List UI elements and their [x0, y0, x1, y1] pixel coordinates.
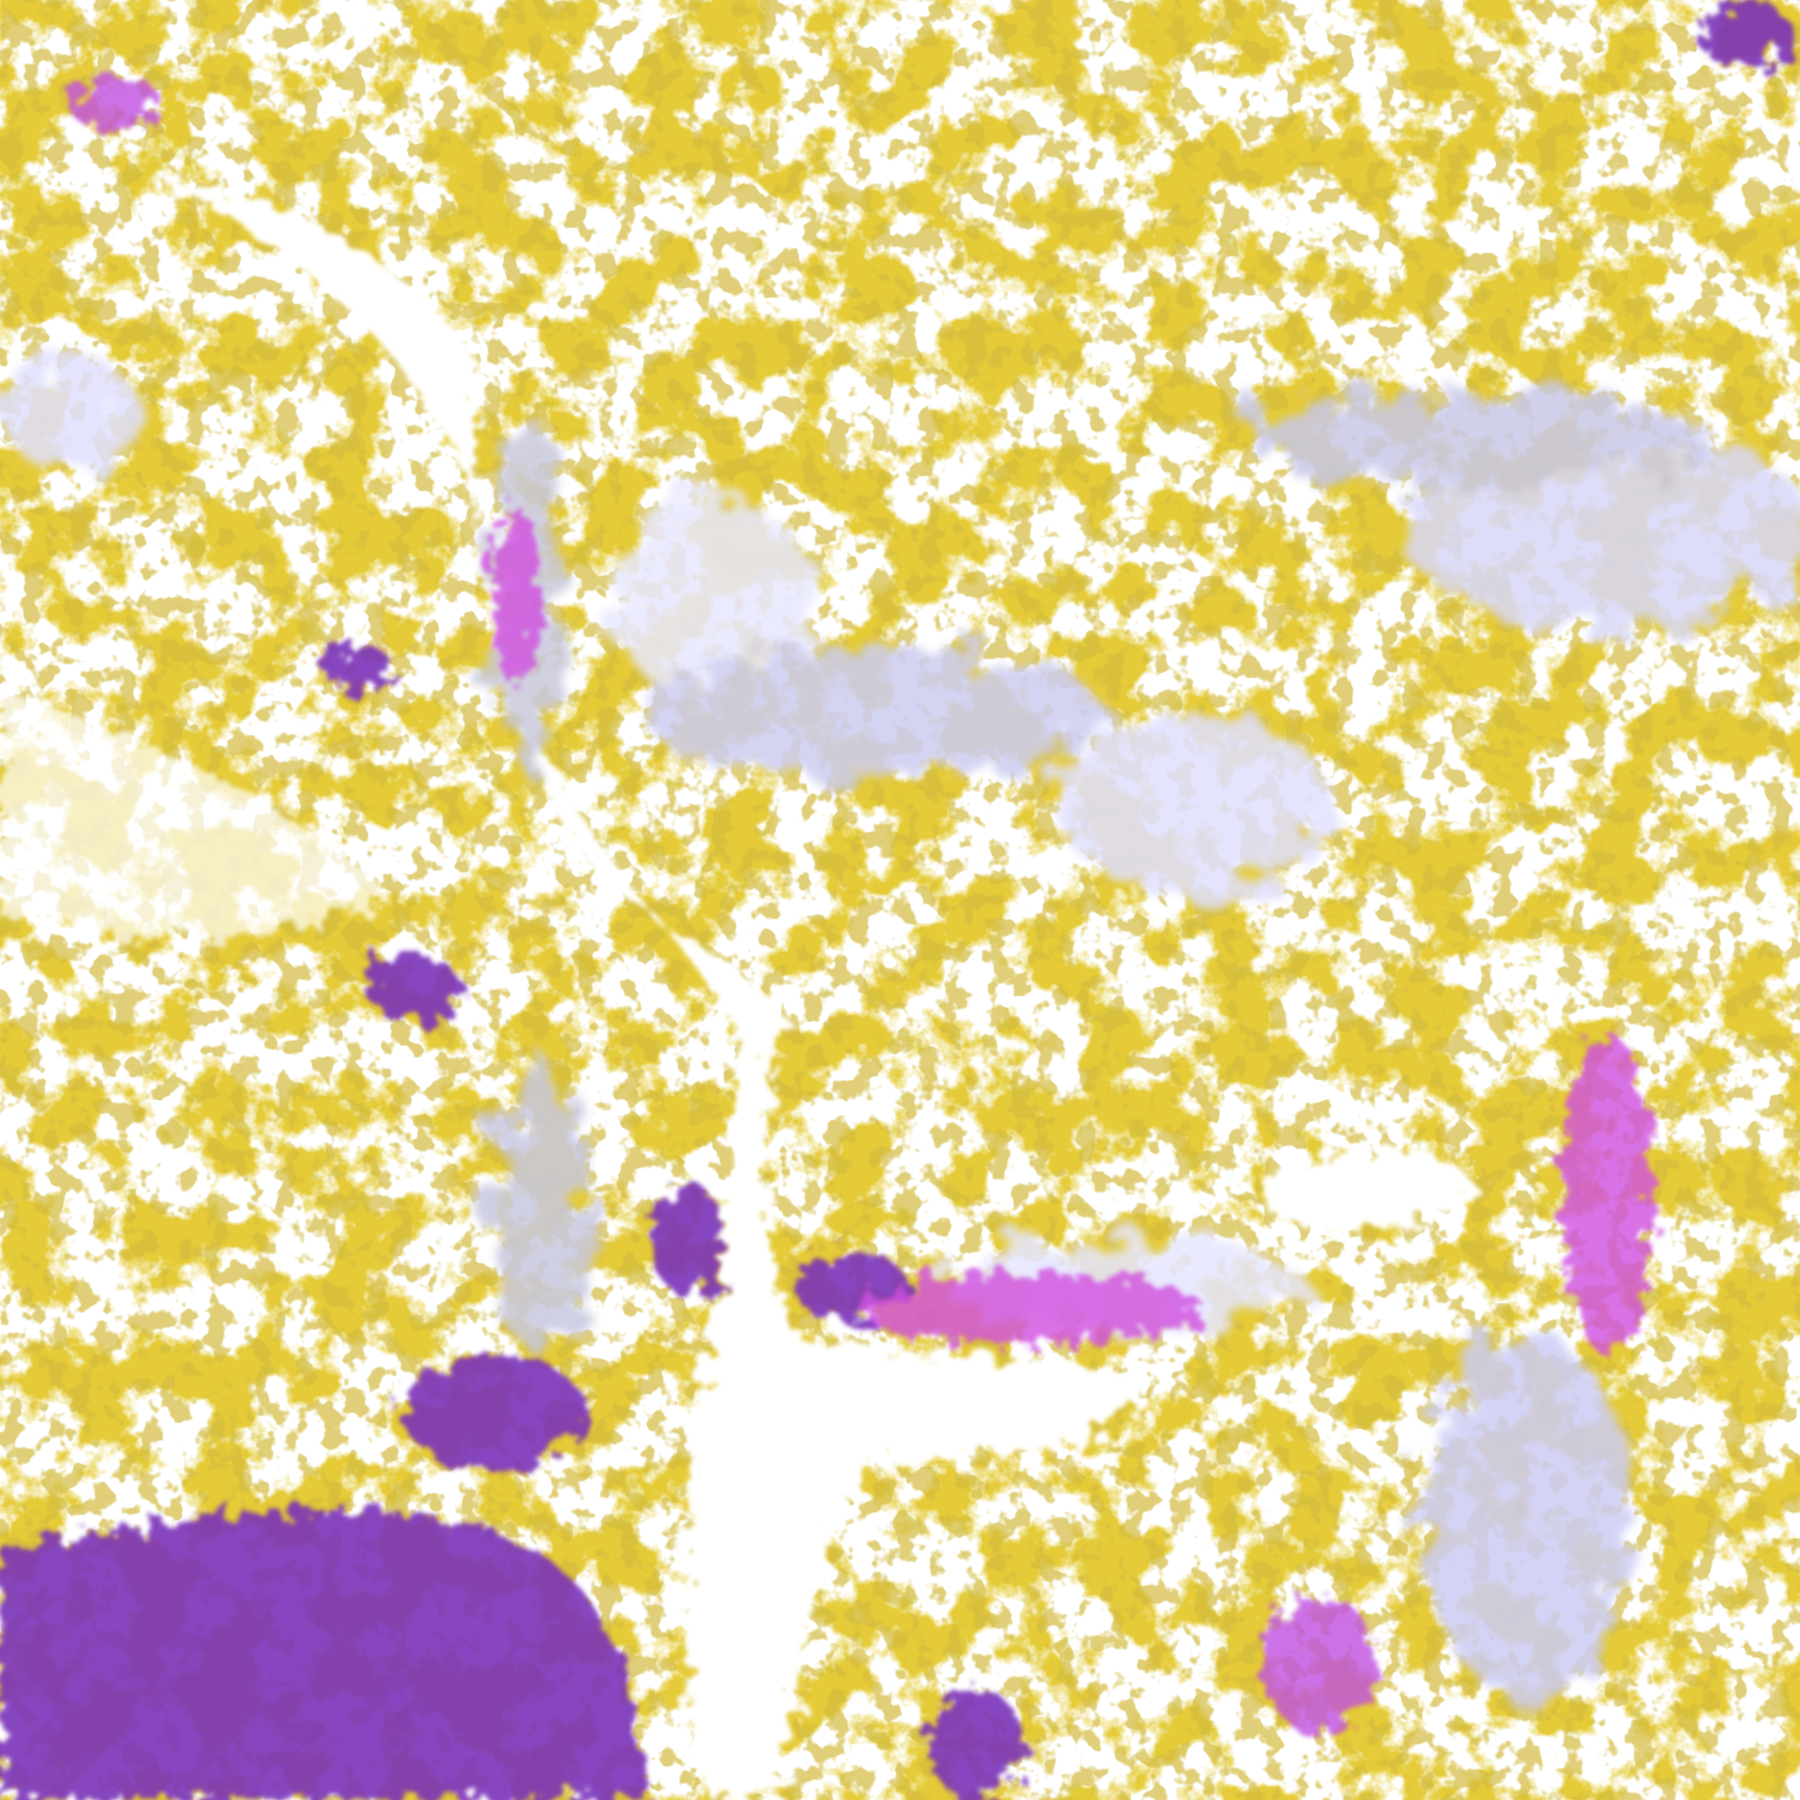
cloud-areas [0, 355, 1800, 1699]
clear-areas [0, 172, 1481, 1800]
cloud [642, 642, 1103, 781]
purple-area [321, 642, 391, 689]
cloud [1056, 711, 1332, 896]
cloud [493, 1056, 586, 1355]
purple-area [401, 1354, 586, 1470]
clear-area [137, 172, 1148, 1800]
cloud [1239, 390, 1699, 483]
clear-area [0, 688, 391, 939]
purple-area [929, 1687, 1022, 1800]
magenta-area [68, 74, 161, 133]
purple-area [367, 952, 460, 1022]
clear-area [1262, 1144, 1481, 1232]
magenta-area [1561, 1033, 1654, 1355]
cloud [608, 493, 816, 701]
purple-area [0, 1509, 643, 1800]
purple-area [654, 1182, 724, 1298]
magenta-area [860, 1274, 1206, 1344]
magenta-areas [68, 74, 1654, 1734]
magenta-area [1262, 1595, 1378, 1734]
magenta-area [493, 505, 540, 689]
purple-area [1698, 0, 1791, 69]
cloud [1423, 1331, 1631, 1699]
cloud [0, 355, 138, 471]
